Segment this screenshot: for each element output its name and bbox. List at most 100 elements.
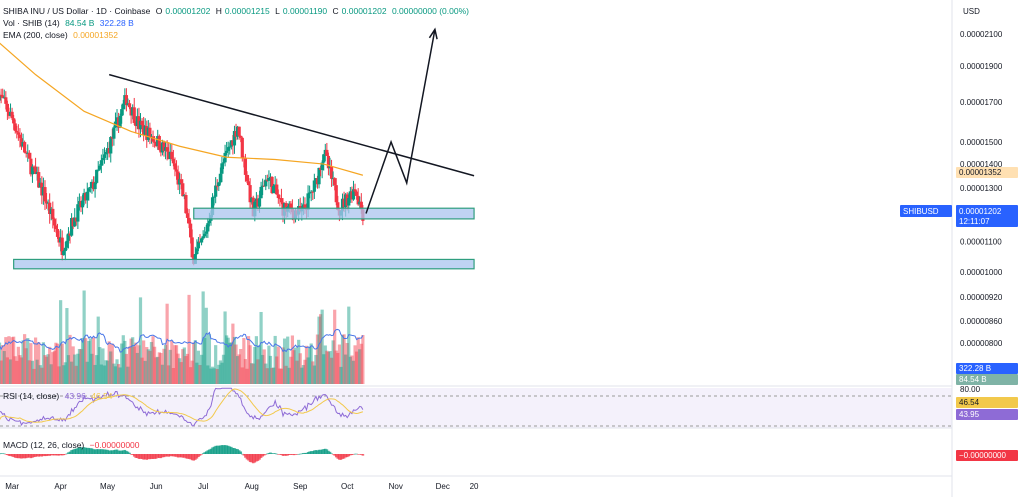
volume-bar	[24, 348, 28, 384]
legend-rsi-b: 46.54	[91, 391, 113, 401]
volume-bar	[174, 345, 179, 384]
legend-symbol: SHIBA INU / US Dollar · 1D · Coinbase	[3, 6, 151, 16]
macd-bar	[162, 454, 166, 458]
macd-bar	[95, 449, 98, 454]
macd-bar	[240, 453, 244, 455]
legend-vol-a: 84.54 B	[65, 18, 95, 28]
candle-body	[63, 247, 67, 252]
macd-bar	[82, 447, 86, 454]
volume-bar	[179, 362, 183, 384]
volume-bar	[7, 336, 11, 384]
macd-bar	[328, 451, 332, 454]
volume-bar	[70, 361, 74, 384]
volume-bar	[284, 365, 288, 384]
price-tick-label: 0.00001900	[960, 62, 1003, 71]
macd-bar	[300, 453, 304, 455]
volume-bar	[210, 366, 215, 384]
volume-bar	[178, 358, 182, 384]
volume-bar	[355, 351, 359, 384]
macd-bar	[120, 450, 124, 454]
volume-bar	[26, 338, 30, 384]
volume-bar	[62, 365, 66, 384]
macd-bar	[104, 449, 108, 454]
volume-bar	[215, 368, 219, 384]
candle-body	[132, 107, 136, 123]
macd-bar	[101, 449, 105, 454]
candle-body	[27, 152, 31, 159]
volume-bar	[102, 365, 107, 384]
macd-bar	[186, 454, 189, 459]
volume-bar	[279, 368, 284, 384]
volume-bar	[331, 340, 335, 384]
macd-bar	[347, 454, 351, 457]
volume-bar	[120, 343, 124, 384]
legend-volume: Vol · SHIB (14) 84.54 B 322.28 B	[3, 18, 137, 29]
macd-bar	[71, 449, 75, 454]
time-tick-label: Oct	[341, 482, 354, 491]
volume-bar	[2, 351, 6, 384]
volume-bar	[306, 357, 310, 384]
volume-bar	[221, 354, 226, 384]
volume-bar	[8, 359, 13, 384]
macd-bar	[18, 454, 22, 459]
candle-body	[225, 150, 229, 153]
legend-close: 0.00001202	[341, 6, 387, 16]
volume-bar	[187, 294, 191, 384]
candle-body	[18, 134, 22, 139]
candle-body	[151, 136, 155, 142]
macd-bar	[220, 445, 224, 454]
ema-price-tag-bg	[956, 167, 1018, 178]
volume-bar	[142, 340, 146, 384]
macd-bar	[258, 454, 261, 460]
macd-bar	[100, 449, 103, 454]
volume-bar	[261, 354, 265, 384]
macd-bar	[242, 454, 246, 456]
volume-bar	[159, 352, 163, 384]
macd-bar	[280, 454, 283, 456]
macd-bar	[281, 454, 285, 456]
macd-bar	[76, 447, 80, 454]
volume-bar	[212, 368, 216, 384]
candle-body	[54, 225, 58, 230]
macd-bar	[289, 454, 293, 455]
volume-bar	[160, 364, 165, 384]
volume-bar	[359, 343, 363, 384]
macd-bar	[161, 454, 164, 458]
macd-bar	[244, 454, 247, 458]
macd-bar	[251, 454, 255, 464]
macd-bar	[38, 454, 42, 457]
volume-bar	[300, 367, 304, 384]
volume-bar	[5, 357, 9, 384]
macd-bar	[184, 454, 188, 459]
volume-bar	[214, 345, 218, 384]
candle-body	[65, 240, 69, 248]
candle-body	[214, 185, 218, 197]
candle-body	[176, 171, 180, 185]
candle-body	[239, 135, 243, 138]
volume-bar	[240, 367, 244, 384]
macd-bar	[178, 454, 181, 458]
volume-bar	[345, 343, 349, 384]
volume-bar	[40, 367, 44, 384]
candle-body	[206, 223, 210, 232]
macd-bar	[253, 454, 257, 463]
macd-bar	[139, 454, 142, 459]
macd-bar	[143, 454, 147, 460]
candle-body	[23, 142, 27, 153]
volume-bar	[96, 316, 100, 384]
macd-bar	[93, 449, 97, 454]
macd-bar	[148, 454, 152, 460]
volume-bar	[148, 350, 152, 384]
macd-bar	[277, 454, 280, 455]
volume-bar	[146, 349, 150, 384]
macd-bar	[142, 454, 145, 460]
macd-bar	[264, 454, 268, 455]
candle-body	[52, 219, 56, 226]
macd-bar	[223, 445, 227, 454]
support-zone-1	[193, 207, 475, 220]
volume-bar	[329, 357, 334, 384]
macd-bar	[256, 454, 260, 461]
legend-macd-label: MACD (12, 26, close)	[3, 440, 85, 450]
volume-bar	[272, 367, 276, 384]
